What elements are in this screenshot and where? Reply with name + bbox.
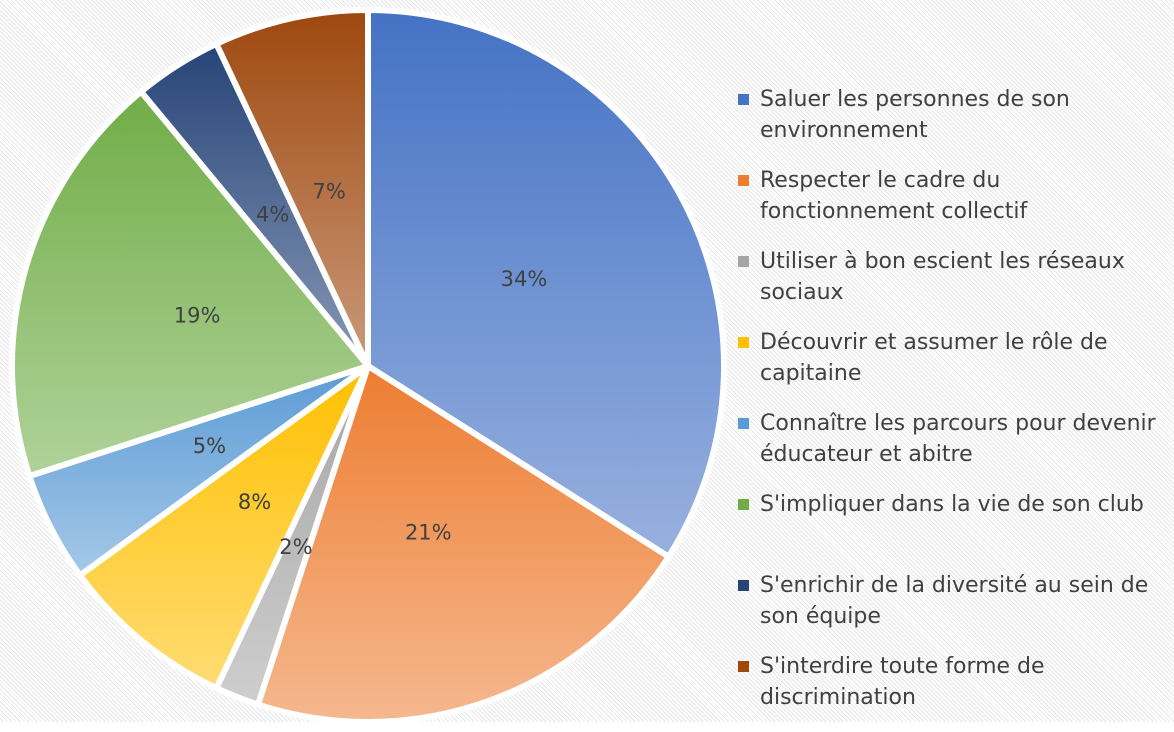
data-label: 8% [238, 490, 271, 514]
legend-label: S'impliquer dans la vie de son club [760, 492, 1144, 517]
legend-label: S'enrichir de la diversité au sein de so… [760, 573, 1149, 629]
pie-slice [9, 88, 371, 480]
legend-swatch [738, 661, 749, 672]
data-label: 4% [256, 203, 289, 227]
legend-item: S'enrichir de la diversité au sein de so… [738, 570, 1174, 651]
legend-label: Découvrir et assumer le rôle de capitain… [760, 330, 1108, 386]
pie-slice [213, 7, 371, 369]
data-label: 5% [193, 434, 226, 458]
legend-swatch [738, 499, 749, 510]
legend-swatch [738, 94, 749, 105]
legend-swatch [738, 256, 749, 267]
legend-swatch [738, 337, 749, 348]
data-label: 21% [405, 520, 452, 544]
legend-label: S'interdire toute forme de discriminatio… [760, 654, 1045, 710]
legend-item: Découvrir et assumer le rôle de capitain… [738, 327, 1174, 408]
legend-label: Connaître les parcours pour devenir éduc… [760, 411, 1156, 467]
legend: Saluer les personnes de son environnemen… [738, 84, 1174, 732]
data-label: 34% [501, 267, 548, 291]
legend-item: S'interdire toute forme de discriminatio… [738, 651, 1174, 732]
legend-swatch [738, 580, 749, 591]
legend-label: Saluer les personnes de son environnemen… [760, 87, 1070, 143]
pie-area: 34% 21% 2% 8% 5% 19% 4% 7% [9, 7, 724, 722]
legend-item: Saluer les personnes de son environnemen… [738, 84, 1174, 165]
data-label: 2% [279, 535, 312, 559]
legend-label: Utiliser à bon escient les réseaux socia… [760, 249, 1125, 305]
legend-swatch [738, 418, 749, 429]
pie-slice [254, 363, 672, 722]
data-label: 7% [313, 179, 346, 203]
legend-item: S'impliquer dans la vie de son club [738, 489, 1174, 570]
legend-item: Respecter le cadre du fonctionnement col… [738, 165, 1174, 246]
legend-item: Connaître les parcours pour devenir éduc… [738, 408, 1174, 489]
legend-label: Respecter le cadre du fonctionnement col… [760, 168, 1028, 224]
legend-swatch [738, 175, 749, 186]
legend-item: Utiliser à bon escient les réseaux socia… [738, 246, 1174, 327]
pie-slice [76, 363, 371, 692]
data-label: 19% [174, 303, 221, 327]
